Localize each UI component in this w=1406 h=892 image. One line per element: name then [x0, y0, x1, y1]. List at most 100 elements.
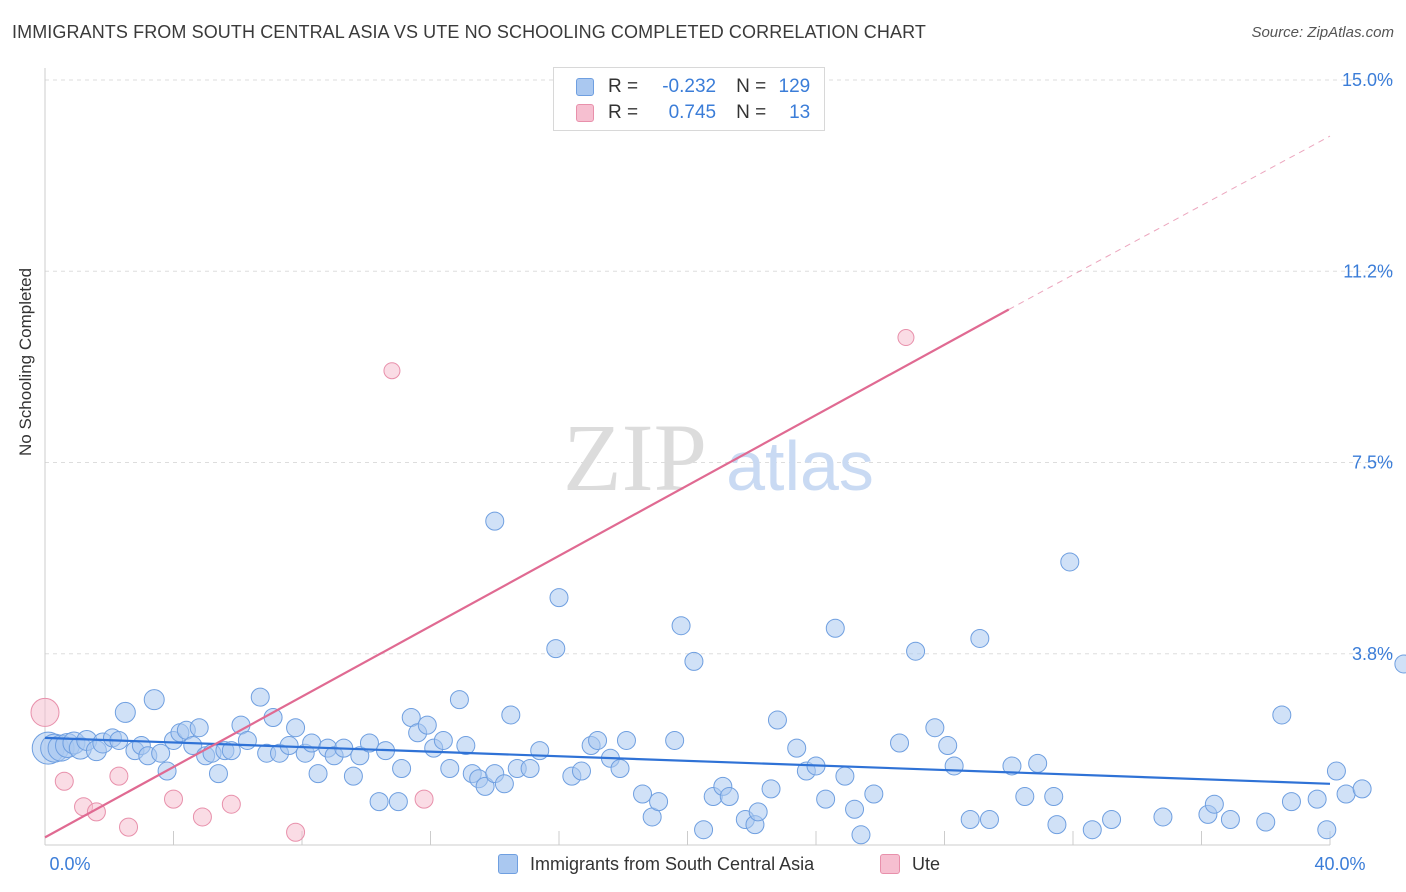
watermark-atlas: atlas	[726, 427, 874, 505]
ute-point-12	[897, 329, 915, 347]
immigrants-point-110	[1028, 753, 1048, 773]
legend-swatch-ute	[576, 104, 594, 122]
legend-item-immigrants[interactable]: Immigrants from South Central Asia	[498, 851, 814, 877]
ute-point-10	[383, 362, 401, 380]
immigrants-point-128	[1204, 794, 1224, 814]
immigrants-point-72	[588, 730, 608, 750]
immigrants-point-98	[851, 825, 871, 845]
immigrants-point-97	[845, 799, 865, 819]
immigrants-point-70	[571, 761, 591, 781]
chart-source: Source: ZipAtlas.com	[1251, 24, 1394, 41]
immigrants-point-90	[767, 710, 787, 730]
immigrants-point-29	[237, 730, 257, 750]
immigrants-point-65	[520, 759, 540, 778]
data-points	[30, 329, 1406, 845]
immigrants-point-11	[114, 701, 136, 723]
immigrants-point-78	[649, 792, 669, 812]
n-label: N =	[736, 102, 767, 123]
immigrants-point-67	[546, 639, 566, 659]
immigrants-point-109	[1015, 787, 1035, 807]
immigrants-point-15	[143, 689, 165, 711]
immigrants-point-122	[1307, 789, 1327, 809]
immigrants-point-75	[616, 730, 636, 750]
immigrants-point-16	[151, 743, 171, 763]
immigrants-point-108	[1002, 756, 1022, 776]
immigrants-point-43	[350, 746, 370, 766]
immigrants-point-74	[610, 759, 630, 778]
watermark: ZIP atlas	[563, 404, 874, 511]
immigrants-point-125	[1336, 784, 1356, 804]
immigrants-point-104	[944, 756, 964, 776]
immigrants-point-85	[719, 787, 739, 807]
immigrants-point-94	[816, 789, 836, 809]
ute-point-1	[54, 771, 74, 791]
immigrants-point-79	[665, 730, 685, 750]
immigrants-point-21	[183, 736, 203, 756]
immigrants-point-100	[890, 733, 910, 753]
ute-point-4	[109, 766, 129, 786]
immigrants-point-37	[302, 733, 322, 753]
ute-trend-extension	[1008, 135, 1331, 310]
immigrants-point-30	[250, 687, 270, 707]
immigrants-point-113	[1060, 552, 1080, 572]
ute-point-11	[414, 789, 434, 809]
immigrants-point-107	[979, 810, 999, 829]
immigrants-point-115	[1102, 810, 1122, 829]
immigrants-point-95	[825, 618, 845, 638]
immigrants-point-127	[1394, 654, 1406, 674]
tick-labels: 3.8% 7.5% 11.2% 15.0% 0.0% 40.0%	[49, 70, 1393, 874]
immigrants-point-106	[970, 628, 990, 648]
immigrants-point-121	[1281, 792, 1301, 812]
ute-trend-line	[44, 308, 1010, 839]
immigrants-point-118	[1220, 810, 1240, 829]
legend-swatch-immigrants	[576, 78, 594, 96]
correlation-legend: R = -0.232 N = 129 R = 0.745 N = 13	[553, 67, 825, 131]
trend-lines	[44, 135, 1331, 839]
ute-point-9	[286, 822, 306, 842]
y-tick-label-3: 15.0%	[1342, 70, 1393, 90]
y-axis-label: No Schooling Completed	[16, 267, 35, 456]
immigrants-point-80	[671, 616, 691, 636]
immigrants-point-88	[748, 802, 768, 822]
immigrants-point-59	[475, 776, 495, 796]
ute-point-5	[119, 817, 139, 837]
immigrants-point-124	[1326, 761, 1346, 781]
legend-label-ute: Ute	[912, 853, 941, 874]
x-tick-label-1: 40.0%	[1314, 854, 1365, 874]
immigrants-point-55	[449, 690, 469, 710]
legend-swatch-ute	[880, 854, 900, 874]
x-tick-label-0: 0.0%	[49, 854, 90, 874]
immigrants-point-123	[1317, 820, 1337, 840]
immigrants-point-51	[417, 715, 437, 735]
immigrants-point-101	[906, 641, 926, 661]
y-tick-label-2: 11.2%	[1343, 261, 1393, 281]
legend-label-immigrants: Immigrants from South Central Asia	[530, 853, 815, 874]
legend-item-ute[interactable]: Ute	[880, 851, 940, 877]
ute-point-0	[30, 697, 60, 727]
immigrants-point-48	[392, 759, 412, 778]
immigrants-point-89	[761, 779, 781, 799]
immigrants-point-119	[1256, 812, 1276, 832]
immigrants-point-54	[440, 759, 460, 778]
immigrants-point-99	[864, 784, 884, 804]
immigrants-point-126	[1352, 779, 1372, 799]
immigrants-point-114	[1082, 820, 1102, 840]
immigrants-point-68	[549, 588, 569, 608]
n-value: 13	[789, 102, 811, 123]
legend-row-immigrants: R = -0.232 N = 129	[576, 75, 810, 99]
watermark-zip: ZIP	[563, 404, 707, 511]
r-label: R =	[608, 102, 639, 123]
chart-title: IMMIGRANTS FROM SOUTH CENTRAL ASIA VS UT…	[12, 22, 926, 42]
ute-point-6	[164, 789, 183, 809]
immigrants-point-64	[485, 511, 505, 531]
immigrants-point-112	[1047, 815, 1067, 835]
y-tick-label-0: 3.8%	[1352, 644, 1393, 664]
immigrants-point-96	[835, 766, 855, 786]
immigrants-point-35	[286, 718, 306, 738]
immigrants-point-103	[938, 736, 958, 756]
grid	[45, 79, 1395, 655]
immigrants-point-42	[343, 766, 363, 786]
immigrants-point-120	[1272, 705, 1292, 725]
legend-swatch-immigrants	[498, 854, 518, 874]
